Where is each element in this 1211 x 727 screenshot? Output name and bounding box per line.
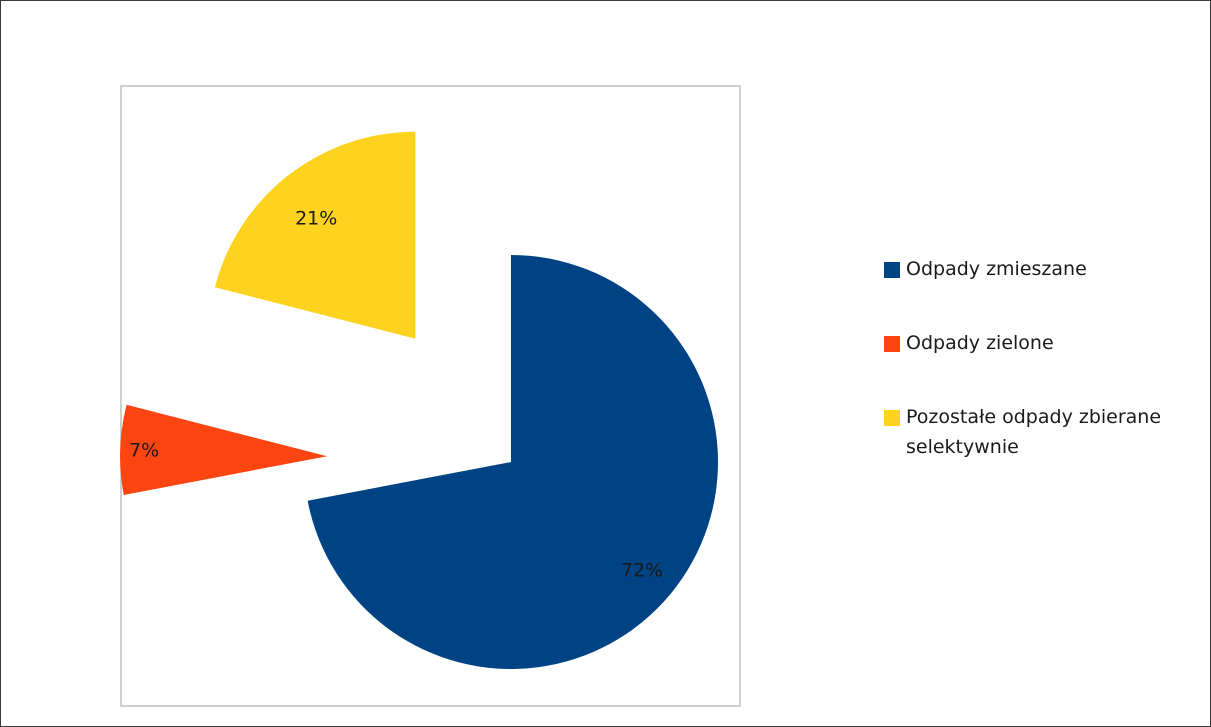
- data-label-odpady-zielone: 7%: [129, 439, 159, 461]
- legend-item-odpady-zmieszane: Odpady zmieszane: [884, 254, 1204, 284]
- legend-label: Odpady zmieszane: [906, 258, 1087, 280]
- legend-item-odpady-zielone: Odpady zielone: [884, 328, 1204, 358]
- legend-label: Pozostałe odpady zbierane selektywnie: [906, 406, 1162, 458]
- legend-label: Odpady zielone: [906, 332, 1054, 354]
- pie-slice-pozostale-odpady-zbierane-selektywnie: [214, 131, 416, 339]
- legend-swatch: [884, 410, 900, 426]
- legend-item-pozostale-odpady-zbierane-selektywnie: Pozostałe odpady zbierane selektywnie: [884, 402, 1204, 462]
- pie-slice-odpady-zielone: [120, 404, 328, 496]
- pie-slice-odpady-zmieszane: [307, 255, 718, 669]
- legend: Odpady zmieszane Odpady zielone Pozostałe …: [884, 254, 1204, 462]
- pie-data-labels: 72% 7% 21%: [129, 208, 663, 582]
- data-label-odpady-zmieszane: 72%: [621, 559, 663, 581]
- data-label-pozostale-odpady-zbierane-selektywnie: 21%: [295, 208, 337, 230]
- plot-area: [120, 85, 741, 707]
- legend-swatch: [884, 262, 900, 278]
- legend-swatch: [884, 336, 900, 352]
- pie-slices: [120, 131, 718, 669]
